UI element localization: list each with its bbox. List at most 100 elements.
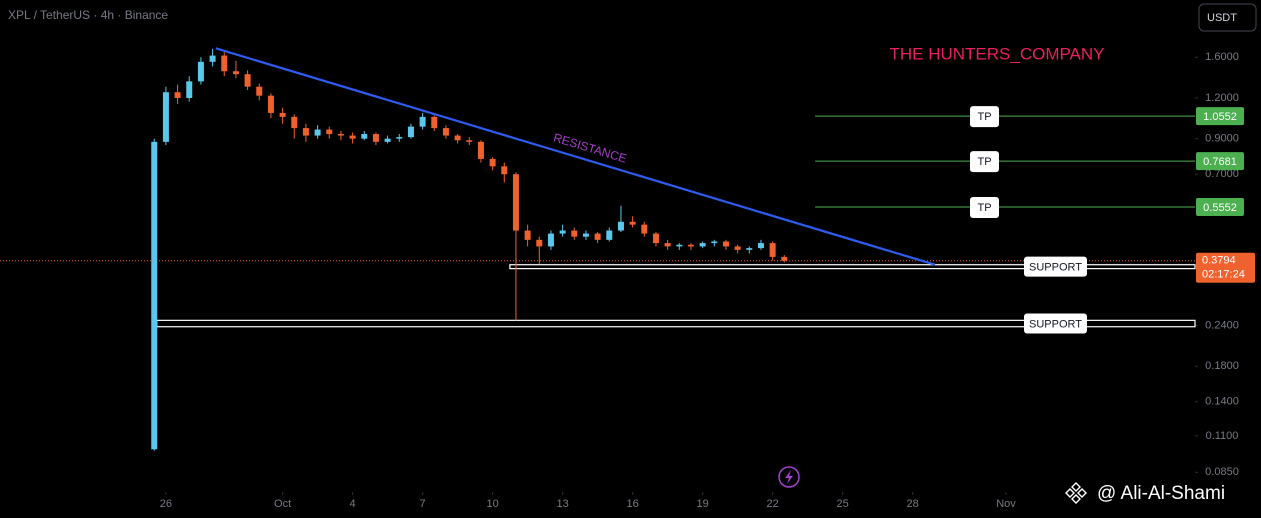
candle-body	[244, 74, 251, 87]
candle-body	[594, 233, 601, 240]
candle-body	[302, 128, 309, 136]
x-tick-label: 4	[350, 498, 356, 510]
candle-body	[582, 233, 589, 237]
x-tick-label: 25	[837, 498, 849, 510]
candle-body	[664, 243, 671, 247]
y-tick-label: 0.2400	[1205, 319, 1239, 331]
candle-body	[524, 230, 531, 240]
candle-body	[477, 141, 484, 159]
x-tick-label: 10	[486, 498, 498, 510]
last-price: 0.3794	[1202, 255, 1236, 267]
candle-body	[186, 81, 193, 98]
x-tick-label: 16	[626, 498, 638, 510]
x-tick-label: 19	[697, 498, 709, 510]
candle-body	[687, 244, 694, 247]
candle-body	[256, 86, 263, 96]
support-label: SUPPORT	[1029, 262, 1082, 274]
support-label-box	[1024, 256, 1087, 277]
candle-body	[501, 166, 508, 175]
candle-body	[676, 244, 683, 247]
x-tick-label: 28	[907, 498, 919, 510]
x-tick-label: 26	[160, 498, 172, 510]
candle-body	[267, 95, 274, 113]
candle-body	[629, 221, 636, 225]
author-logo	[1065, 482, 1087, 504]
candle-body	[349, 135, 356, 139]
candle-body	[606, 230, 613, 240]
author: @ Ali-Al-Shami	[1097, 483, 1225, 504]
countdown: 02:17:24	[1202, 269, 1245, 281]
y-tick-label: 1.6000	[1205, 51, 1239, 63]
target-label-box	[970, 106, 999, 128]
support-label: SUPPORT	[1029, 318, 1082, 330]
candle-body	[326, 129, 333, 135]
y-tick-label: 1.2000	[1205, 92, 1239, 104]
candle-body	[699, 243, 706, 247]
target-price-box	[1196, 107, 1244, 126]
x-tick-label: Oct	[274, 498, 291, 510]
target-price: 0.7681	[1203, 156, 1237, 168]
candle-body	[337, 134, 344, 136]
target-price-box	[1196, 152, 1244, 171]
candle-body	[162, 92, 169, 142]
candle-body	[314, 129, 321, 136]
support-zone	[509, 264, 1196, 270]
currency-button[interactable]	[1198, 3, 1257, 32]
y-tick-label: 0.1800	[1205, 360, 1239, 372]
target-label: TP	[977, 156, 991, 168]
candle-body	[372, 134, 379, 142]
candle-body	[396, 137, 403, 139]
candle-body	[384, 138, 391, 142]
candle-body	[757, 243, 764, 249]
candle-body	[734, 246, 741, 250]
alert-icon[interactable]	[778, 466, 800, 488]
candle-body	[279, 112, 286, 117]
candle-body	[174, 92, 181, 98]
candle-body	[466, 140, 473, 142]
symbol-title: XPL / TetherUS · 4h · Binance	[8, 8, 168, 22]
target-label-box	[970, 151, 999, 173]
y-tick-label: 0.7000	[1205, 168, 1239, 180]
target-price-box	[1196, 197, 1244, 216]
last-price-box	[1196, 252, 1255, 283]
candle-body	[536, 239, 543, 247]
candle-body	[746, 248, 753, 250]
candle-body	[559, 230, 566, 234]
y-tick-label: 0.0850	[1205, 466, 1239, 478]
candle-body	[209, 55, 216, 62]
candle-body	[442, 128, 449, 136]
target-label-box	[970, 196, 999, 218]
y-tick-label: 0.1100	[1206, 430, 1239, 442]
x-tick-label: 7	[420, 498, 426, 510]
candle-body	[431, 116, 438, 129]
candle-body	[361, 134, 368, 139]
y-tick-label: 0.9000	[1205, 133, 1239, 145]
alert-bolt	[785, 470, 793, 484]
target-label: TP	[977, 111, 991, 123]
support-label-box	[1024, 313, 1087, 334]
candle-body	[711, 241, 718, 244]
candle-body	[419, 116, 426, 127]
currency-label[interactable]: USDT	[1207, 12, 1237, 24]
candle-body	[512, 174, 519, 231]
candle-body	[722, 241, 729, 247]
x-tick-label: 22	[767, 498, 779, 510]
candle-body	[221, 55, 228, 72]
resistance-line	[215, 47, 936, 266]
target-price: 0.5552	[1203, 202, 1237, 214]
candle-body	[547, 233, 554, 247]
candle-body	[769, 243, 776, 257]
y-tick-label: 0.1400	[1205, 396, 1239, 408]
candle-body	[197, 61, 204, 82]
x-tick-label: 13	[556, 498, 568, 510]
candle-body	[617, 221, 624, 231]
candle-body	[454, 135, 461, 141]
candle-body	[489, 158, 496, 167]
candle-body	[641, 224, 648, 234]
candle-body	[151, 141, 158, 450]
candle-body	[407, 126, 414, 138]
target-price: 1.0552	[1203, 111, 1237, 123]
candle-body	[781, 256, 788, 261]
candle-body	[291, 116, 298, 129]
